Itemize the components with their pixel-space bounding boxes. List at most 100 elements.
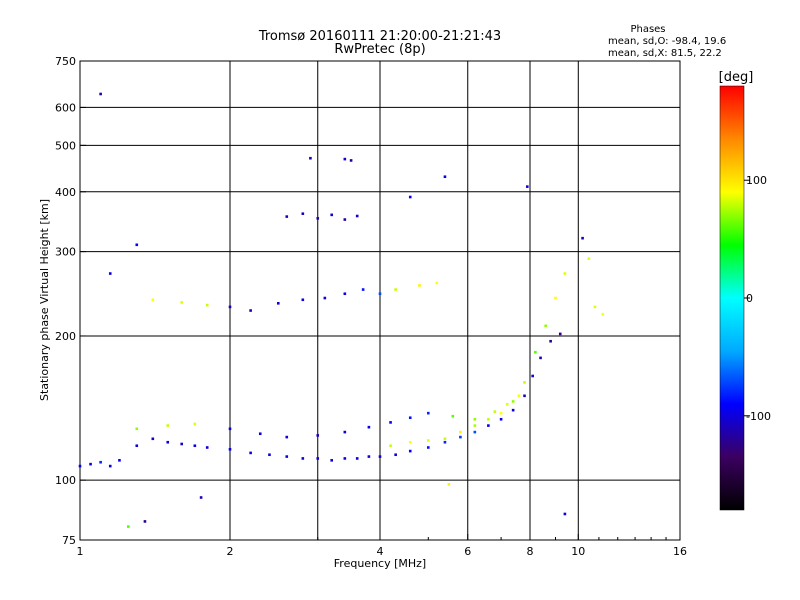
data-point: [544, 324, 547, 328]
data-point: [581, 236, 584, 240]
data-point: [276, 301, 280, 305]
data-point: [473, 430, 477, 434]
data-point: [563, 512, 567, 516]
data-point: [367, 425, 371, 429]
data-point: [126, 525, 130, 528]
data-point: [451, 414, 455, 418]
data-point: [426, 411, 430, 415]
data-point: [228, 447, 232, 451]
colorbar-tick-label: 100: [746, 174, 767, 187]
data-point: [180, 442, 184, 446]
data-point: [355, 457, 359, 460]
data-point: [558, 332, 562, 336]
data-point: [505, 402, 509, 406]
colorbar-tick-label: 0: [746, 292, 753, 305]
data-point: [355, 214, 359, 218]
data-point: [487, 424, 490, 427]
data-point: [435, 281, 439, 285]
colorbar-label: [deg]: [719, 70, 754, 85]
y-tick-label: 100: [55, 474, 76, 487]
data-point: [525, 185, 529, 188]
data-point: [135, 444, 139, 448]
data-point: [316, 434, 320, 437]
phase-stats-heading: Phases: [630, 24, 665, 35]
data-point: [99, 460, 102, 464]
data-point: [135, 427, 139, 431]
data-point: [330, 459, 334, 462]
data-point: [343, 157, 347, 161]
data-point: [539, 356, 542, 360]
data-point: [301, 298, 305, 302]
data-point: [523, 394, 526, 398]
phase-stats: Phases mean, sd,O: -98.4, 19.6 mean, sd,…: [608, 24, 726, 59]
y-tick-label: 300: [55, 246, 76, 259]
data-point: [549, 339, 552, 343]
y-tick-label: 200: [55, 330, 76, 343]
data-point: [316, 457, 320, 460]
data-point: [531, 374, 534, 378]
data-point: [426, 439, 430, 442]
data-point: [447, 483, 451, 486]
y-tick-label: 600: [55, 101, 76, 114]
data-point: [554, 296, 557, 300]
data-point: [99, 92, 102, 96]
data-point: [389, 421, 392, 424]
data-point: [511, 400, 515, 403]
colorbar-ticks: 100 0 -100: [744, 174, 771, 423]
data-point: [349, 159, 353, 162]
data-point: [443, 175, 447, 179]
data-point: [268, 453, 271, 457]
y-axis-ticks: 75 100 200 300 400 500 600 750: [55, 55, 86, 547]
data-point: [78, 464, 82, 468]
data-point: [258, 432, 262, 436]
data-point: [523, 381, 526, 384]
phase-stats-o: mean, sd,O: -98.4, 19.6: [608, 36, 726, 47]
plot-area: 1 2 4 6 8 10 16 75 100 200 300 400 500 600 750: [55, 55, 687, 558]
data-point: [587, 257, 591, 260]
data-point: [563, 272, 567, 275]
x-axis-ticks: 1 2 4 6 8 10 16: [77, 534, 687, 558]
data-point: [301, 212, 305, 215]
data-point: [135, 243, 139, 247]
data-point: [343, 457, 347, 460]
x-tick-label: 2: [227, 545, 234, 558]
data-point: [166, 424, 170, 427]
data-point: [459, 430, 462, 434]
data-point: [378, 292, 382, 296]
data-point: [205, 446, 209, 449]
phase-stats-x: mean, sd,X: 81.5, 22.2: [608, 48, 722, 59]
data-point: [180, 301, 184, 304]
data-point: [285, 215, 289, 218]
data-point: [473, 417, 477, 421]
data-point: [367, 455, 371, 458]
data-point: [301, 457, 305, 460]
data-point: [426, 446, 430, 449]
data-point: [330, 213, 334, 217]
x-tick-label: 4: [377, 545, 384, 558]
data-point: [151, 437, 155, 441]
data-point: [473, 424, 477, 427]
data-point: [408, 195, 412, 199]
data-point: [601, 312, 605, 316]
x-tick-label: 1: [77, 545, 84, 558]
y-axis-label: Stationary phase Virtual Height [km]: [38, 199, 51, 401]
y-tick-label: 500: [55, 139, 76, 152]
data-point: [118, 459, 121, 462]
data-point: [343, 292, 347, 296]
x-tick-label: 16: [673, 545, 687, 558]
data-point: [228, 305, 232, 309]
data-point: [499, 417, 503, 421]
chart-title: Tromsø 20160111 21:20:00-21:21:43: [258, 29, 501, 44]
data-point: [493, 410, 497, 413]
x-axis-label: Frequency [MHz]: [334, 557, 426, 570]
data-point: [285, 435, 289, 439]
data-point: [443, 437, 447, 441]
data-point: [285, 455, 289, 458]
data-point: [108, 464, 112, 468]
data-point: [517, 394, 521, 398]
data-points: [78, 92, 605, 528]
data-point: [378, 455, 382, 458]
data-point: [408, 416, 412, 420]
data-point: [166, 440, 170, 444]
